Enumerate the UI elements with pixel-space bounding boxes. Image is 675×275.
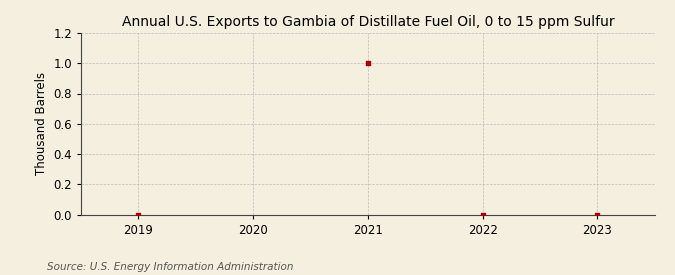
Point	[362, 61, 373, 65]
Point	[592, 212, 603, 217]
Point	[477, 212, 488, 217]
Y-axis label: Thousand Barrels: Thousand Barrels	[34, 72, 48, 175]
Text: Source: U.S. Energy Information Administration: Source: U.S. Energy Information Administ…	[47, 262, 294, 272]
Point	[133, 212, 144, 217]
Title: Annual U.S. Exports to Gambia of Distillate Fuel Oil, 0 to 15 ppm Sulfur: Annual U.S. Exports to Gambia of Distill…	[122, 15, 614, 29]
